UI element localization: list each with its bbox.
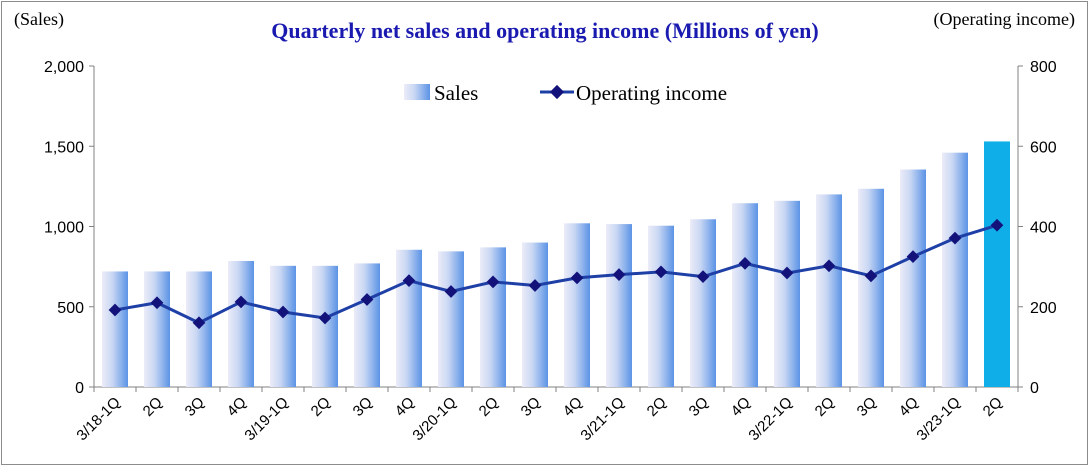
sales-bar [228, 261, 254, 387]
operating-income-point [402, 274, 416, 288]
left-tick-label: 500 [57, 300, 84, 317]
sales-bar [984, 141, 1010, 387]
x-tick-label: 3Q [350, 394, 376, 420]
chart-title: Quarterly net sales and operating income… [271, 18, 819, 43]
x-tick-label: 4Q [896, 394, 922, 420]
x-tick-label: 3/21-1Q [577, 394, 627, 444]
operating-income-point [150, 296, 164, 310]
left-tick-label: 1,500 [44, 139, 84, 156]
x-tick-label: 4Q [560, 394, 586, 420]
sales-bars [102, 141, 1010, 387]
sales-bar [522, 242, 548, 387]
operating-income-point [192, 316, 206, 330]
axes: 0 500 1,000 1,500 2,000 0 200 400 600 800 [44, 59, 1057, 397]
sales-bar [816, 194, 842, 387]
right-tick-label: 200 [1030, 300, 1057, 317]
x-tick-label: 3/20-1Q [409, 394, 459, 444]
left-tick-label: 2,000 [44, 59, 84, 76]
x-tick-label: 3Q [686, 394, 712, 420]
operating-income-point [486, 275, 500, 289]
sales-bar [564, 223, 590, 387]
legend: Sales Operating income [404, 81, 727, 105]
sales-bar [312, 265, 338, 387]
sales-bar [396, 249, 422, 387]
x-tick-label: 3Q [518, 394, 544, 420]
legend-operating-income-label: Operating income [576, 81, 727, 105]
right-tick-label: 0 [1030, 380, 1039, 397]
x-tick-label: 2Q [140, 394, 166, 420]
sales-bar [732, 203, 758, 387]
x-tick-label: 3/22-1Q [745, 394, 795, 444]
operating-income-point [108, 303, 122, 317]
legend-sales-swatch [404, 84, 430, 100]
x-tick-label: 2Q [812, 394, 838, 420]
sales-bar [858, 188, 884, 387]
x-tick-label: 2Q [644, 394, 670, 420]
x-tick-label: 3/23-1Q [913, 394, 963, 444]
operating-income-point [444, 285, 458, 298]
x-tick-label: 2Q [980, 394, 1006, 420]
sales-bar [648, 225, 674, 387]
sales-bar [774, 200, 800, 387]
sales-bar [480, 247, 506, 387]
x-tick-label: 3/18-1Q [73, 394, 123, 444]
x-tick-label: 3/19-1Q [241, 394, 291, 444]
x-tick-label: 2Q [476, 394, 502, 420]
sales-bar [900, 169, 926, 387]
sales-bar [270, 265, 296, 387]
operating-income-point [234, 295, 248, 309]
operating-income-point [276, 305, 290, 319]
sales-bar [690, 219, 716, 387]
right-tick-label: 600 [1030, 139, 1057, 156]
sales-bar [144, 271, 170, 387]
operating-income-point [318, 311, 332, 325]
right-axis-label: (Operating income) [934, 9, 1075, 30]
sales-bar [606, 224, 632, 387]
x-axis-labels: 3/18-1Q 2Q 3Q 4Q3/19-1Q 2Q 3Q 4Q3/20-1Q 2Q 3Q 4Q3… [73, 394, 1005, 444]
sales-bar [438, 251, 464, 387]
right-tick-label: 800 [1030, 59, 1057, 76]
x-tick-label: 3Q [182, 394, 208, 420]
left-tick-label: 0 [75, 380, 84, 397]
sales-bar [942, 152, 968, 387]
sales-bar [102, 271, 128, 387]
sales-bar [186, 271, 212, 387]
left-axis-label: (Sales) [14, 9, 64, 30]
legend-line-marker [549, 84, 565, 100]
sales-bar [354, 263, 380, 387]
operating-income-point [360, 293, 374, 306]
left-tick-label: 1,000 [44, 220, 84, 237]
x-tick-label: 4Q [392, 394, 418, 420]
x-tick-label: 4Q [728, 394, 754, 420]
operating-income-polyline [114, 223, 998, 325]
legend-sales-label: Sales [434, 81, 478, 105]
right-tick-label: 400 [1030, 220, 1057, 237]
x-tick-label: 4Q [224, 394, 250, 420]
x-tick-label: 3Q [854, 394, 880, 420]
x-tick-label: 2Q [308, 394, 334, 420]
